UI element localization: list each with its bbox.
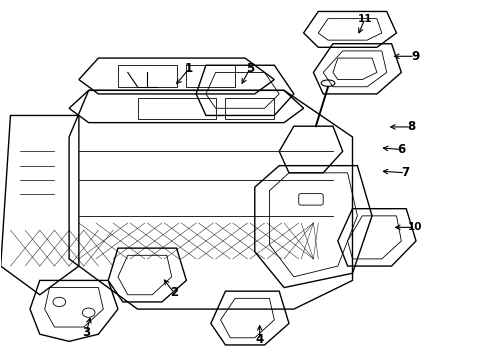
Text: 5: 5 [246,62,254,75]
Text: 2: 2 [170,287,178,300]
Text: 8: 8 [407,121,415,134]
Text: 4: 4 [255,333,264,346]
Text: 6: 6 [397,143,406,156]
Text: 1: 1 [185,62,193,75]
Text: 9: 9 [411,50,419,63]
Text: 7: 7 [401,166,409,179]
Text: 11: 11 [358,14,372,24]
Text: 3: 3 [82,326,90,339]
Text: 10: 10 [408,222,422,232]
